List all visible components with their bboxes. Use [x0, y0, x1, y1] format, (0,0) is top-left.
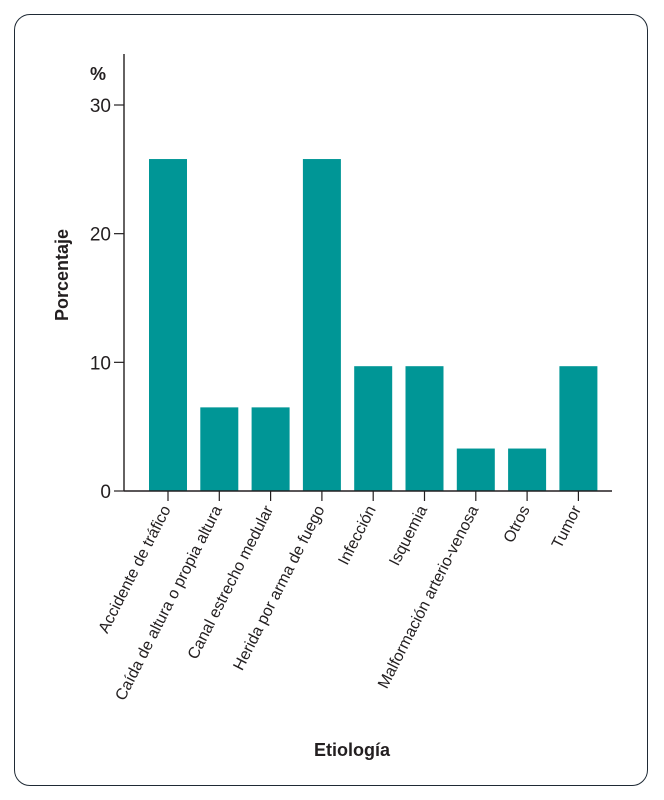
bar — [200, 407, 239, 491]
y-ticks-group: 0 10 20 30 — [90, 96, 124, 503]
x-tick-label: Tumor — [549, 503, 585, 552]
y-axis-title: Porcentaje — [52, 229, 72, 321]
x-tick-label: Otros — [501, 503, 534, 546]
bar — [559, 366, 598, 491]
x-axis-title: Etiología — [314, 740, 391, 760]
bar — [149, 159, 187, 492]
x-tick-label: Infección — [336, 503, 380, 568]
bar — [456, 448, 495, 491]
bar — [354, 366, 393, 491]
axes-group — [123, 54, 612, 492]
x-tick-label: Isquemia — [386, 503, 431, 569]
x-tick-label: Caída de altura o propia altura — [113, 503, 226, 703]
y-tick-label: 0 — [100, 482, 111, 503]
bars-group — [149, 159, 598, 492]
y-tick-label: 10 — [90, 353, 111, 374]
bar — [251, 407, 290, 491]
bar — [508, 448, 547, 491]
bar — [405, 366, 444, 491]
bar — [302, 159, 341, 492]
y-tick-label: 30 — [90, 96, 111, 117]
y-tick-label: 20 — [90, 225, 111, 246]
x-tick-label: Herida por arma de fuego — [231, 503, 329, 673]
y-unit-label: % — [90, 64, 106, 84]
x-tick-label: Malformación arterio-venosa — [375, 503, 482, 691]
